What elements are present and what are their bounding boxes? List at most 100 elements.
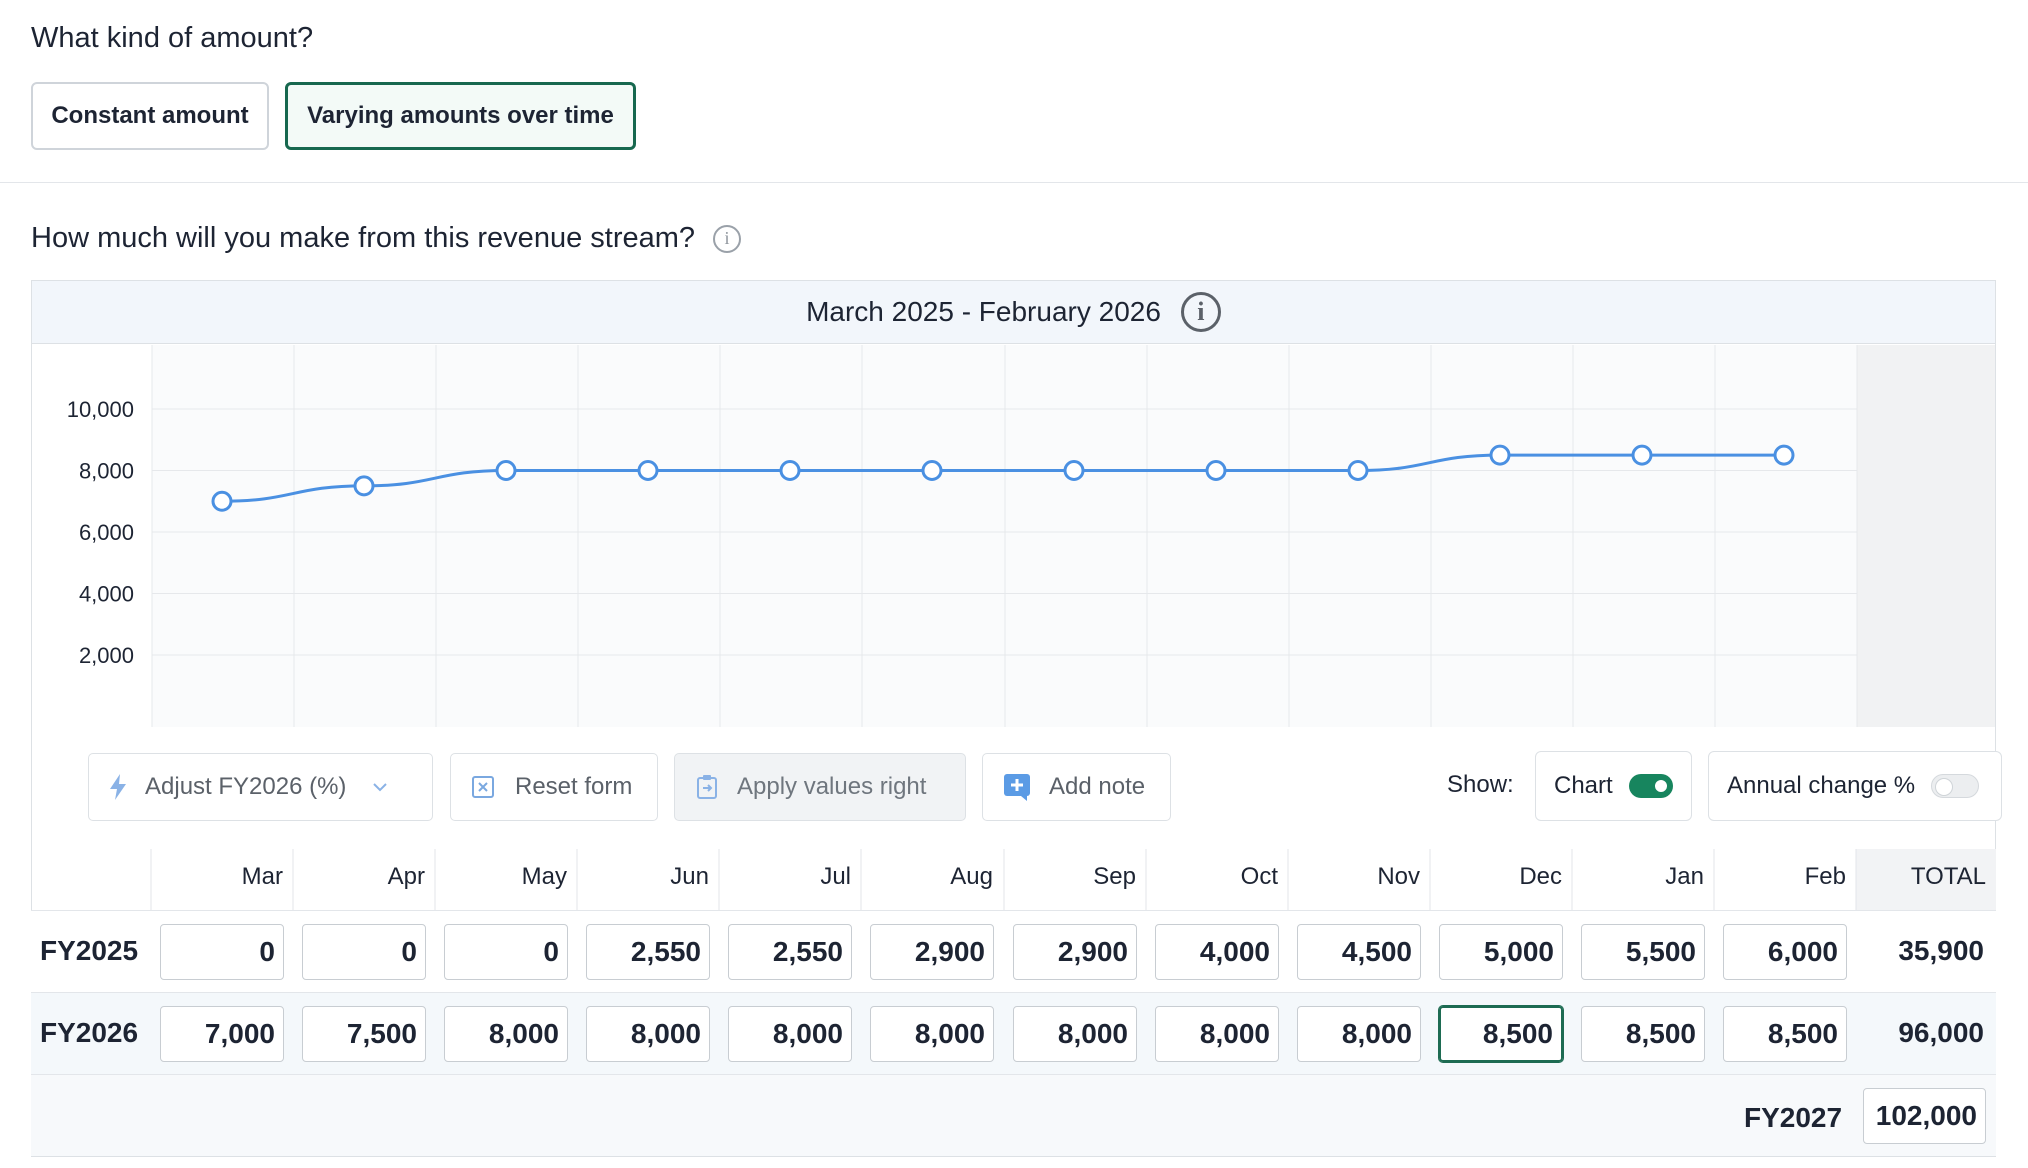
month-value-input[interactable] (444, 924, 568, 980)
data-point[interactable] (1631, 444, 1653, 466)
month-value-input[interactable] (1581, 924, 1705, 980)
month-value-input[interactable] (1297, 1006, 1421, 1062)
amount-kind-title: What kind of amount? (31, 22, 314, 54)
annual-switch[interactable] (1931, 774, 1980, 798)
lightning-icon (110, 774, 126, 800)
month-value-input[interactable] (444, 1006, 568, 1062)
varying-amounts-button[interactable]: Varying amounts over time (285, 82, 636, 150)
month-value-input[interactable] (728, 1006, 852, 1062)
month-header: Jun (670, 863, 709, 890)
data-point[interactable] (1489, 444, 1511, 466)
data-point[interactable] (1063, 460, 1085, 481)
annual-change-toggle[interactable]: Annual change % (1708, 751, 2002, 821)
note-label: Add note (1049, 773, 1146, 800)
fy2027-label: FY2027 (1744, 1102, 1843, 1133)
month-value-input[interactable] (1723, 1006, 1847, 1062)
month-header: Apr (387, 863, 425, 890)
month-header: May (521, 863, 567, 890)
fy2027-input[interactable] (1863, 1088, 1986, 1144)
add-note-button[interactable]: Add note (982, 753, 1171, 821)
reset-label: Reset form (515, 773, 633, 800)
section-divider (0, 182, 2028, 183)
info-icon[interactable]: i (713, 224, 742, 253)
month-value-input[interactable] (160, 1006, 284, 1062)
month-header: Jan (1665, 863, 1704, 890)
data-point[interactable] (779, 460, 801, 481)
data-point[interactable] (211, 490, 233, 512)
month-value-input[interactable] (1723, 924, 1847, 980)
switch-knob (1935, 778, 1954, 796)
month-value-input[interactable] (1013, 1006, 1137, 1062)
month-header: Jul (820, 863, 851, 890)
data-point[interactable] (1347, 460, 1369, 481)
constant-amount-button[interactable]: Constant amount (31, 82, 269, 150)
reset-icon (472, 776, 494, 798)
month-header: Nov (1377, 863, 1420, 890)
month-value-input[interactable] (586, 924, 710, 980)
row-label: FY2025 (40, 935, 139, 966)
month-value-input[interactable] (728, 924, 852, 980)
y-tick-label: 2,000 (79, 643, 134, 668)
row-label: FY2026 (40, 1017, 139, 1048)
apply-values-right-button[interactable]: Apply values right (674, 753, 966, 821)
month-value-input[interactable] (302, 1006, 426, 1062)
revenue-chart: 2,000 4,000 6,000 8,000 10,000 (32, 345, 1995, 727)
chart-toggle-label: Chart (1554, 772, 1613, 799)
add-note-icon (1004, 774, 1030, 801)
total-header: TOTAL (1910, 863, 1986, 890)
month-value-input[interactable] (870, 924, 994, 980)
period-label: March 2025 - February 2026 (806, 296, 1161, 327)
apply-label: Apply values right (737, 773, 927, 800)
row-total: 35,900 (1898, 935, 1984, 966)
adjust-percent-dropdown[interactable]: Adjust FY2026 (%) (88, 753, 433, 821)
revenue-question: How much will you make from this revenue… (31, 222, 742, 255)
chevron-down-icon (373, 783, 388, 792)
month-value-input[interactable] (1438, 1005, 1564, 1063)
y-tick-label: 4,000 (79, 582, 134, 607)
data-point[interactable] (353, 475, 375, 497)
chart-switch[interactable] (1628, 774, 1673, 798)
month-value-input[interactable] (1581, 1006, 1705, 1062)
month-value-input[interactable] (1013, 924, 1137, 980)
data-point[interactable] (495, 460, 517, 481)
data-point[interactable] (1205, 460, 1227, 481)
month-value-input[interactable] (1439, 924, 1563, 980)
switch-knob (1652, 777, 1670, 795)
month-header: Feb (1804, 863, 1846, 890)
table-header-row: TOTAL Mar Apr May Jun Jul Aug Sep Oct Nov Dec Jan F… (31, 849, 1996, 911)
row-total: 96,000 (1898, 1017, 1984, 1048)
month-value-input[interactable] (870, 1006, 994, 1062)
y-tick-label: 6,000 (79, 520, 134, 545)
adjust-label: Adjust FY2026 (%) (145, 773, 347, 800)
month-value-input[interactable] (1297, 924, 1421, 980)
y-tick-label: 10,000 (67, 397, 134, 422)
month-header: Oct (1240, 863, 1278, 890)
y-tick-label: 8,000 (79, 459, 134, 484)
series-line (221, 453, 1784, 503)
period-info-icon[interactable]: i (1180, 292, 1221, 332)
data-point[interactable] (1773, 444, 1795, 466)
chart-svg: 2,000 4,000 6,000 8,000 10,000 (32, 345, 1995, 727)
month-header: Mar (241, 863, 283, 890)
table-row: FY2026 96,000 (31, 993, 1996, 1075)
clipboard-icon (697, 775, 717, 799)
month-value-input[interactable] (1155, 1006, 1279, 1062)
table-row: FY2025 35,900 (31, 911, 1996, 993)
data-point[interactable] (637, 460, 659, 481)
month-header: Dec (1519, 863, 1562, 890)
month-header: Aug (950, 863, 993, 890)
show-label: Show: (1447, 771, 1514, 798)
month-value-input[interactable] (160, 924, 284, 980)
revenue-panel: March 2025 - February 2026 i 2,000 4,000 6… (31, 280, 2002, 1157)
chart-toggle[interactable]: Chart (1535, 751, 1692, 821)
data-point[interactable] (921, 460, 943, 481)
month-value-input[interactable] (586, 1006, 710, 1062)
month-header: Sep (1093, 863, 1136, 890)
revenue-question-label: How much will you make from this revenue… (31, 222, 696, 254)
month-value-input[interactable] (1155, 924, 1279, 980)
period-header: March 2025 - February 2026 i (32, 281, 1995, 344)
fy2027-row: FY2027 (31, 1075, 1996, 1157)
reset-form-button[interactable]: Reset form (450, 753, 658, 821)
month-value-input[interactable] (302, 924, 426, 980)
annual-toggle-label: Annual change % (1727, 772, 1916, 799)
